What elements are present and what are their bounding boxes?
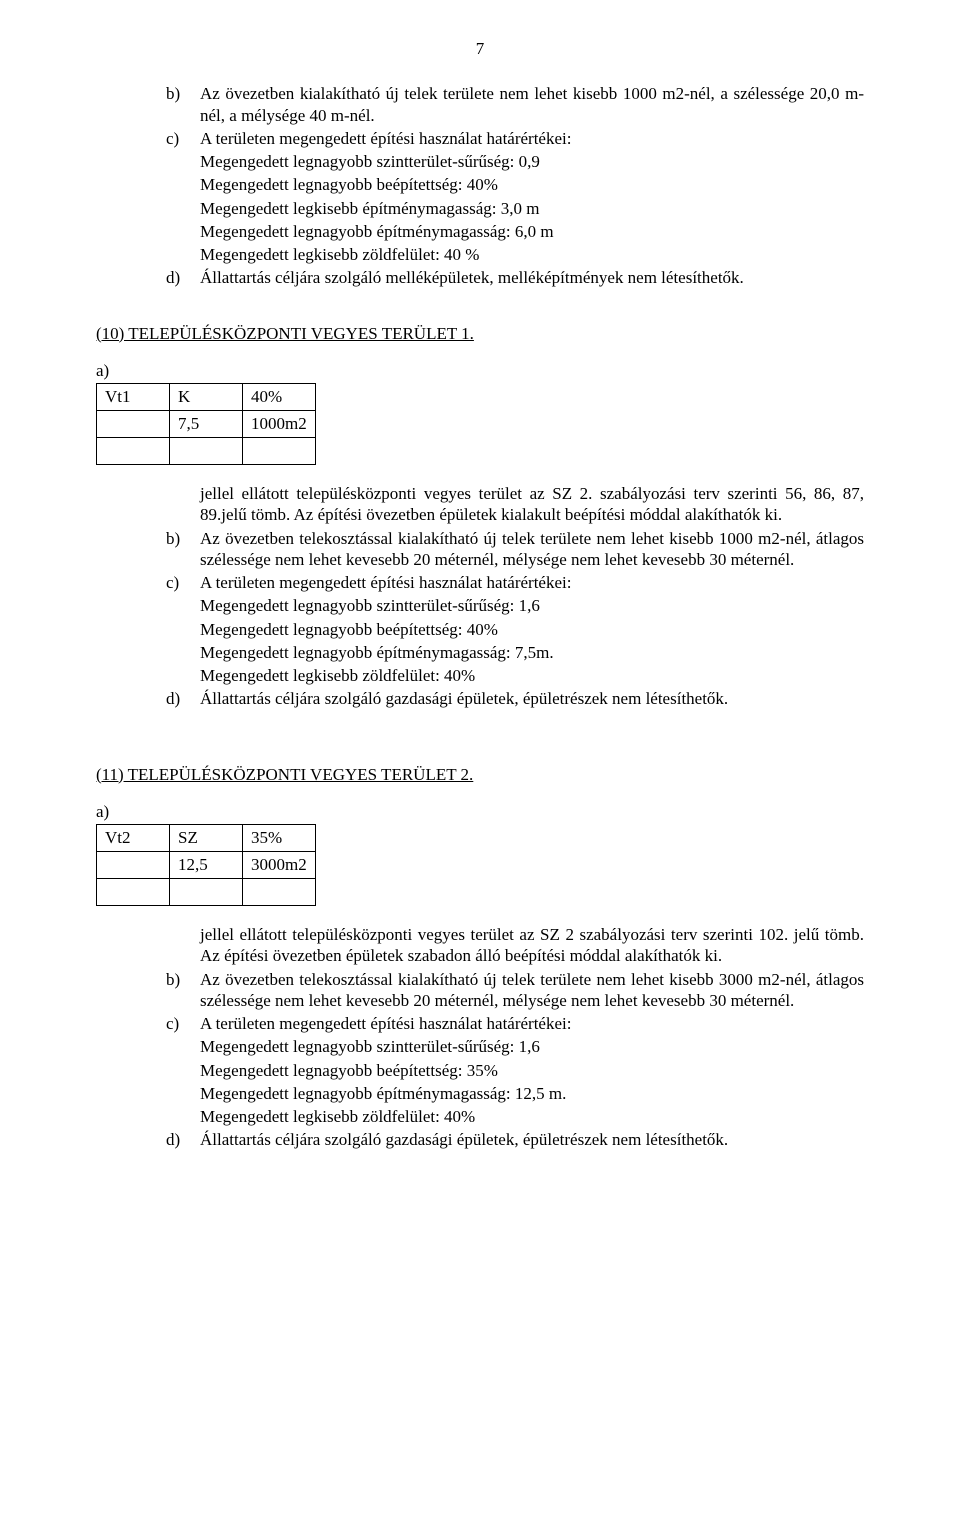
content-c: A területen megengedett építési használa… xyxy=(200,128,864,149)
c-line: Megengedett legnagyobb beépítettség: 35% xyxy=(200,1060,864,1081)
c-line: Megengedett legkisebb zöldfelület: 40% xyxy=(200,1106,864,1127)
table-cell xyxy=(170,438,243,465)
table-cell xyxy=(97,879,170,906)
section11-table: Vt2 SZ 35% 12,5 3000m2 xyxy=(96,824,316,906)
top-list-d: d) Állattartás céljára szolgáló mellékép… xyxy=(166,267,864,288)
table-cell: 7,5 xyxy=(170,411,243,438)
c-line: Megengedett legnagyobb szintterület-sűrű… xyxy=(200,151,864,172)
section10-para-a-wrap: jellel ellátott településközponti vegyes… xyxy=(200,483,864,526)
section11-c-lines: Megengedett legnagyobb szintterület-sűrű… xyxy=(200,1036,864,1127)
top-item-b: b) Az övezetben kialakítható új telek te… xyxy=(166,83,864,126)
table-cell xyxy=(97,852,170,879)
table-cell: K xyxy=(170,384,243,411)
table-row: Vt2 SZ 35% xyxy=(97,825,316,852)
marker-c: c) xyxy=(166,572,200,593)
table-row: 7,5 1000m2 xyxy=(97,411,316,438)
table-row xyxy=(97,879,316,906)
top-item-d: d) Állattartás céljára szolgáló mellékép… xyxy=(166,267,864,288)
c-line: Megengedett legnagyobb építménymagasság:… xyxy=(200,1083,864,1104)
section10-a-label: a) xyxy=(96,360,864,381)
section10-heading: (10) TELEPÜLÉSKÖZPONTI VEGYES TERÜLET 1. xyxy=(96,323,864,344)
marker-b: b) xyxy=(166,528,200,549)
marker-c: c) xyxy=(166,128,200,149)
marker-c: c) xyxy=(166,1013,200,1034)
section11-body: jellel ellátott településközponti vegyes… xyxy=(166,924,864,1151)
table-cell: 3000m2 xyxy=(243,852,316,879)
marker-d: d) xyxy=(166,267,200,288)
section11-item-c: c) A területen megengedett építési haszn… xyxy=(166,1013,864,1034)
section11-para-a: jellel ellátott településközponti vegyes… xyxy=(200,924,864,967)
table-cell: 1000m2 xyxy=(243,411,316,438)
top-list: b) Az övezetben kialakítható új telek te… xyxy=(166,83,864,149)
content-b: Az övezetben telekosztással kialakítható… xyxy=(200,528,864,571)
c-line: Megengedett legkisebb zöldfelület: 40% xyxy=(200,665,864,686)
page-number: 7 xyxy=(96,38,864,59)
table-cell: 35% xyxy=(243,825,316,852)
content-b: Az övezetben kialakítható új telek terül… xyxy=(200,83,864,126)
table-cell: Vt2 xyxy=(97,825,170,852)
c-line: Megengedett legnagyobb beépítettség: 40% xyxy=(200,174,864,195)
content-d: Állattartás céljára szolgáló melléképüle… xyxy=(200,267,864,288)
section11-heading: (11) TELEPÜLÉSKÖZPONTI VEGYES TERÜLET 2. xyxy=(96,764,864,785)
content-c: A területen megengedett építési használa… xyxy=(200,1013,864,1034)
section10-body: jellel ellátott településközponti vegyes… xyxy=(166,483,864,710)
section11-item-d: d) Állattartás céljára szolgáló gazdaság… xyxy=(166,1129,864,1150)
c-line: Megengedett legnagyobb szintterület-sűrű… xyxy=(200,1036,864,1057)
section10-c-lines: Megengedett legnagyobb szintterület-sűrű… xyxy=(200,595,864,686)
c-line: Megengedett legnagyobb építménymagasság:… xyxy=(200,642,864,663)
table-row xyxy=(97,438,316,465)
top-c-lines: Megengedett legnagyobb szintterület-sűrű… xyxy=(200,151,864,265)
section11-item-b: b) Az övezetben telekosztással kialakíth… xyxy=(166,969,864,1012)
section11-a-label: a) xyxy=(96,801,864,822)
section10-item-d: d) Állattartás céljára szolgáló gazdaság… xyxy=(166,688,864,709)
c-line: Megengedett legnagyobb szintterület-sűrű… xyxy=(200,595,864,616)
c-line: Megengedett legnagyobb építménymagasság:… xyxy=(200,221,864,242)
section10-item-b: b) Az övezetben telekosztással kialakíth… xyxy=(166,528,864,571)
table-cell: 12,5 xyxy=(170,852,243,879)
table-cell: SZ xyxy=(170,825,243,852)
table-cell xyxy=(97,411,170,438)
marker-b: b) xyxy=(166,969,200,990)
table-cell xyxy=(97,438,170,465)
section11-para-a-wrap: jellel ellátott településközponti vegyes… xyxy=(200,924,864,967)
c-line: Megengedett legkisebb zöldfelület: 40 % xyxy=(200,244,864,265)
c-line: Megengedett legnagyobb beépítettség: 40% xyxy=(200,619,864,640)
content-d: Állattartás céljára szolgáló gazdasági é… xyxy=(200,688,864,709)
content-c: A területen megengedett építési használa… xyxy=(200,572,864,593)
c-line: Megengedett legkisebb építménymagasság: … xyxy=(200,198,864,219)
marker-d: d) xyxy=(166,688,200,709)
content-b: Az övezetben telekosztással kialakítható… xyxy=(200,969,864,1012)
table-cell xyxy=(170,879,243,906)
section10-table: Vt1 K 40% 7,5 1000m2 xyxy=(96,383,316,465)
table-cell: 40% xyxy=(243,384,316,411)
table-cell: Vt1 xyxy=(97,384,170,411)
section10-para-a: jellel ellátott településközponti vegyes… xyxy=(200,483,864,526)
content-d: Állattartás céljára szolgáló gazdasági é… xyxy=(200,1129,864,1150)
top-item-c: c) A területen megengedett építési haszn… xyxy=(166,128,864,149)
marker-b: b) xyxy=(166,83,200,104)
table-row: 12,5 3000m2 xyxy=(97,852,316,879)
marker-d: d) xyxy=(166,1129,200,1150)
section10-item-c: c) A területen megengedett építési haszn… xyxy=(166,572,864,593)
table-cell xyxy=(243,438,316,465)
table-row: Vt1 K 40% xyxy=(97,384,316,411)
table-cell xyxy=(243,879,316,906)
